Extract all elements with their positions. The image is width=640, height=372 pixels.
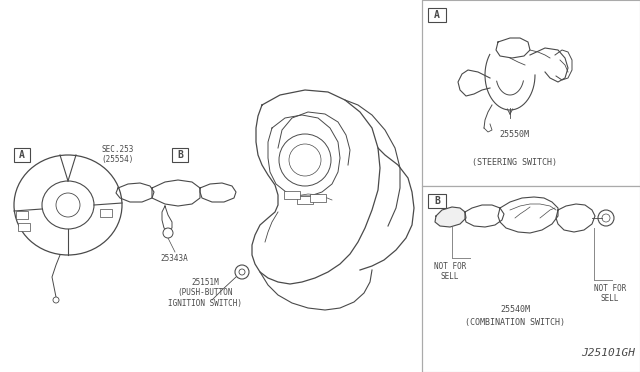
Ellipse shape: [42, 181, 94, 229]
Circle shape: [163, 228, 173, 238]
Text: 25550M: 25550M: [499, 130, 529, 139]
Text: NOT FOR
SELL: NOT FOR SELL: [434, 262, 466, 281]
Ellipse shape: [14, 155, 122, 255]
Bar: [172, 148, 188, 162]
Text: NOT FOR
SELL: NOT FOR SELL: [594, 284, 626, 304]
Circle shape: [598, 210, 614, 226]
Circle shape: [289, 144, 321, 176]
Circle shape: [279, 134, 331, 186]
Bar: [422, 0, 640, 186]
Text: SEC.253
(25554): SEC.253 (25554): [102, 145, 134, 164]
Bar: [16, 211, 28, 219]
Circle shape: [235, 265, 249, 279]
Polygon shape: [435, 207, 466, 227]
Text: A: A: [434, 10, 440, 20]
Bar: [18, 223, 30, 231]
Circle shape: [53, 297, 59, 303]
Text: B: B: [177, 150, 183, 160]
Bar: [284, 191, 300, 199]
Bar: [428, 194, 446, 208]
Text: (COMBINATION SWITCH): (COMBINATION SWITCH): [465, 318, 565, 327]
Bar: [422, 186, 640, 372]
Text: (STEERING SWITCH): (STEERING SWITCH): [472, 158, 557, 167]
Circle shape: [56, 193, 80, 217]
Text: B: B: [434, 196, 440, 206]
Bar: [428, 8, 446, 22]
Bar: [310, 194, 326, 202]
Circle shape: [239, 269, 245, 275]
Text: J25101GH: J25101GH: [581, 348, 635, 358]
Circle shape: [602, 214, 610, 222]
Text: 25151M
(PUSH-BUTTON
IGNITION SWITCH): 25151M (PUSH-BUTTON IGNITION SWITCH): [168, 278, 242, 308]
Bar: [14, 148, 30, 162]
Bar: [297, 196, 313, 204]
Text: A: A: [19, 150, 25, 160]
Text: 25343A: 25343A: [160, 254, 188, 263]
Bar: [100, 209, 112, 217]
Text: 25540M: 25540M: [500, 305, 530, 314]
